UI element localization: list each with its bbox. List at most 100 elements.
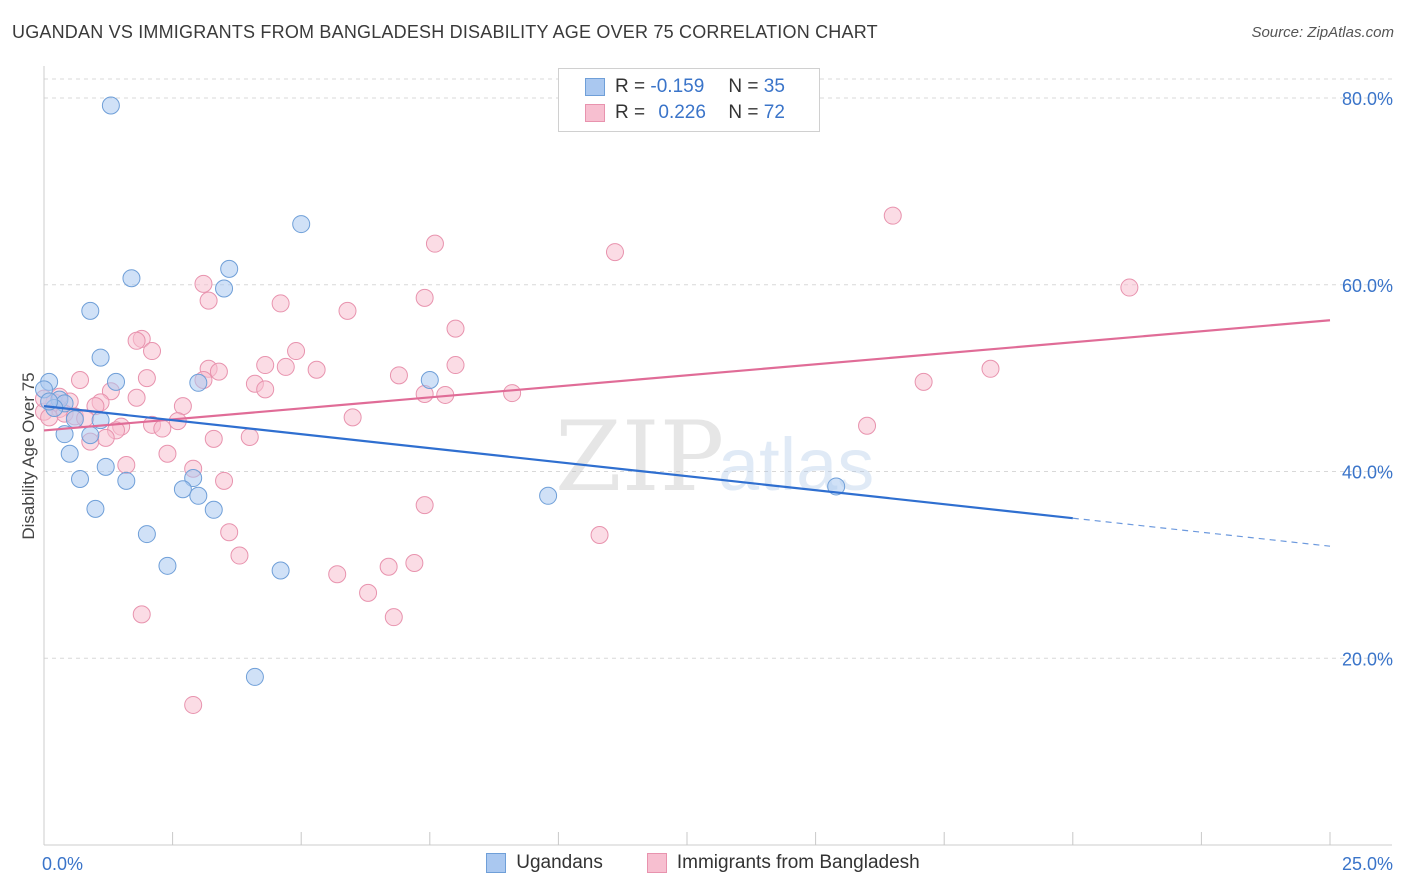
bangladesh-point [215, 471, 234, 490]
bangladesh-point [143, 342, 162, 361]
series-ugandans-points [35, 96, 846, 686]
bangladesh-point [117, 455, 136, 474]
source-credit: Source: ZipAtlas.com [1251, 24, 1394, 41]
watermark: ZIP atlas [555, 401, 874, 513]
ugandans-trend-line [43, 405, 1073, 520]
bangladesh-point [153, 419, 172, 438]
bangladesh-point [209, 362, 228, 381]
ugandan-point [245, 667, 264, 686]
bangladesh-point [415, 288, 434, 307]
y-tick-label: 40.0% [1342, 463, 1393, 483]
legend-swatch-blue [486, 853, 507, 873]
bangladesh-point [858, 416, 877, 435]
ugandan-point [122, 269, 141, 288]
bangladesh-point [384, 608, 403, 627]
legend-row-bangladesh: R = 0.226 N = 72 [585, 101, 785, 125]
ugandan-point [173, 480, 192, 499]
y-tick-label: 80.0% [1342, 89, 1393, 109]
y-tick-label: 20.0% [1342, 649, 1393, 669]
legend-n-value: 72 [763, 102, 785, 123]
bangladesh-point [389, 366, 408, 385]
bangladesh-point [343, 408, 362, 427]
bangladesh-point [256, 380, 275, 399]
ugandan-point [539, 486, 558, 505]
bangladesh-point [338, 301, 357, 320]
bangladesh-point [359, 583, 378, 602]
bangladesh-point [194, 274, 213, 293]
legend-r-value: 0.226 [658, 102, 706, 123]
bangladesh-point [503, 384, 522, 403]
ugandan-point [81, 301, 100, 320]
ugandan-point [827, 477, 846, 496]
ugandan-point [101, 96, 120, 115]
ugandan-point [204, 500, 223, 519]
ugandan-point [420, 371, 439, 389]
ugandan-point [189, 373, 208, 392]
bangladesh-trend-line [43, 319, 1331, 432]
bangladesh-point [137, 369, 156, 388]
legend-item-bangladesh: Immigrants from Bangladesh [646, 852, 920, 874]
watermark-zip: ZIP [555, 401, 724, 513]
bangladesh-point [127, 388, 146, 407]
bangladesh-point [287, 342, 306, 361]
bangladesh-point [71, 371, 90, 389]
series-legend: Ugandans Immigrants from Bangladesh [0, 852, 1406, 874]
bangladesh-point [240, 427, 259, 446]
bangladesh-point [1120, 278, 1139, 297]
bangladesh-point [199, 291, 218, 310]
bangladesh-point [446, 356, 465, 375]
axes [43, 66, 1392, 846]
legend-r-value: -0.159 [650, 76, 705, 97]
ugandans-trend-extension [1072, 517, 1331, 547]
bangladesh-point [276, 357, 295, 376]
bangladesh-point [173, 397, 192, 416]
legend-r-label: R = [615, 102, 646, 123]
tick-labels: 20.0% 40.0% 60.0% 80.0% 0.0% 25.0% [42, 89, 1393, 874]
bangladesh-point [307, 360, 326, 379]
ugandan-point [107, 372, 126, 391]
ugandan-point [158, 556, 177, 575]
ugandan-point [189, 486, 208, 505]
ugandan-point [65, 410, 84, 429]
bangladesh-point [184, 695, 203, 714]
bangladesh-point [96, 428, 115, 447]
legend-row-ugandans: R = -0.159 N = 35 [585, 75, 785, 99]
bangladesh-point [132, 605, 151, 624]
bangladesh-point [256, 356, 275, 375]
bangladesh-point [158, 444, 177, 463]
legend-label-bangladesh: Immigrants from Bangladesh [676, 852, 920, 873]
ugandan-point [81, 426, 100, 445]
legend-r-label: R = [615, 76, 646, 97]
x-tick-label: 0.0% [42, 854, 83, 874]
ugandan-point [117, 471, 136, 490]
ugandan-point [86, 499, 105, 518]
correlation-legend: R = -0.159 N = 35 R = 0.226 N = 72 [558, 68, 820, 132]
bangladesh-point [415, 496, 434, 515]
bangladesh-point [914, 372, 933, 391]
legend-n-label: N = [728, 102, 759, 123]
legend-label-ugandans: Ugandans [516, 852, 603, 873]
trend-lines [43, 319, 1331, 547]
watermark-atlas: atlas [718, 423, 874, 506]
legend-swatch-pink [585, 104, 605, 122]
bangladesh-point [883, 206, 902, 225]
gridlines [44, 78, 1392, 659]
ugandan-point [184, 469, 203, 488]
ugandan-point [96, 457, 115, 476]
legend-n-value: 35 [763, 76, 785, 97]
ugandan-point [292, 215, 311, 234]
ugandan-point [220, 259, 239, 278]
ugandan-point [71, 469, 90, 488]
ugandan-point [91, 348, 110, 367]
chart-title: UGANDAN VS IMMIGRANTS FROM BANGLADESH DI… [12, 22, 878, 42]
legend-n-label: N = [728, 76, 759, 97]
bangladesh-point [605, 243, 624, 262]
bangladesh-point [127, 331, 146, 350]
bangladesh-point [230, 546, 249, 565]
ugandan-point [271, 561, 290, 580]
legend-swatch-pink [646, 853, 667, 873]
y-axis-label: Disability Age Over 75 [19, 372, 38, 539]
bangladesh-point [981, 359, 1000, 378]
bangladesh-point [204, 429, 223, 448]
